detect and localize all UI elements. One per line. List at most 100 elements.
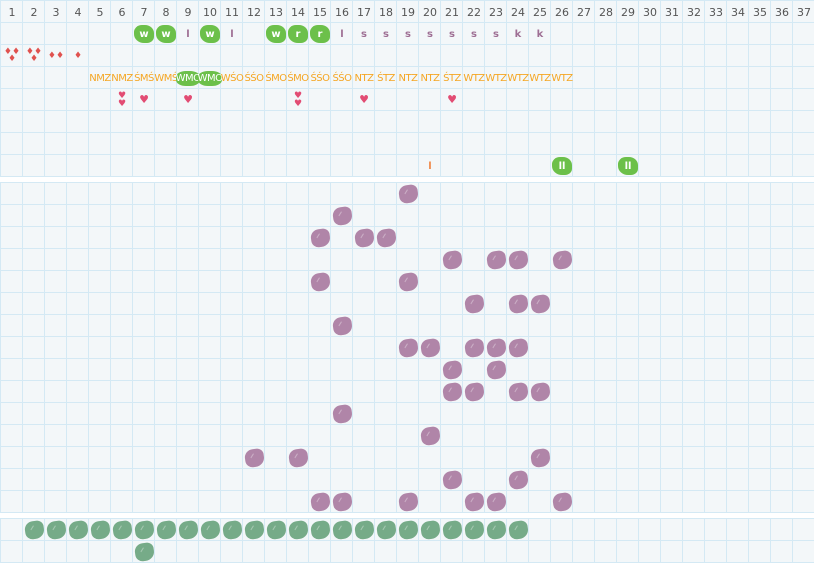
green-blob-cell[interactable] — [133, 541, 155, 563]
purple-blob-cell[interactable] — [441, 359, 463, 381]
purple-blob-cell[interactable] — [331, 205, 353, 227]
purple-blob-cell[interactable] — [331, 491, 353, 513]
column-header[interactable]: 20 — [419, 1, 441, 23]
heart-cell[interactable]: ♥ — [177, 89, 199, 111]
purple-blob-cell[interactable] — [463, 491, 485, 513]
purple-blob-cell[interactable] — [463, 293, 485, 315]
code-cell[interactable]: ŚTZ — [375, 67, 397, 89]
letter-cell[interactable]: s — [419, 23, 441, 45]
drops-cell[interactable]: ♦♦ ♦ — [23, 45, 45, 67]
purple-blob-cell[interactable] — [397, 183, 419, 205]
green-blob-cell[interactable] — [243, 519, 265, 541]
purple-blob-cell[interactable] — [309, 491, 331, 513]
purple-blob-cell[interactable] — [397, 491, 419, 513]
purple-blob-cell[interactable] — [441, 381, 463, 403]
purple-blob-cell[interactable] — [529, 447, 551, 469]
purple-blob-cell[interactable] — [507, 469, 529, 491]
code-cell[interactable]: WTZ — [463, 67, 485, 89]
green-blob-cell[interactable] — [287, 519, 309, 541]
column-header[interactable]: 13 — [265, 1, 287, 23]
letter-cell[interactable]: l — [177, 23, 199, 45]
mark-cell[interactable]: ll — [551, 155, 573, 177]
column-header[interactable]: 27 — [573, 1, 595, 23]
letter-cell[interactable]: w — [265, 23, 287, 45]
letter-cell[interactable]: k — [507, 23, 529, 45]
purple-blob-cell[interactable] — [485, 337, 507, 359]
purple-blob-cell[interactable] — [243, 447, 265, 469]
letter-cell[interactable]: s — [441, 23, 463, 45]
column-header[interactable]: 37 — [793, 1, 814, 23]
purple-blob-cell[interactable] — [507, 381, 529, 403]
code-cell[interactable]: WTZ — [551, 67, 573, 89]
purple-blob-cell[interactable] — [309, 271, 331, 293]
code-cell[interactable]: WŚO — [221, 67, 244, 89]
purple-blob-cell[interactable] — [485, 359, 507, 381]
green-blob-cell[interactable] — [177, 519, 199, 541]
column-header[interactable]: 17 — [353, 1, 375, 23]
column-header[interactable]: 6 — [111, 1, 133, 23]
column-header[interactable]: 28 — [595, 1, 617, 23]
letter-cell[interactable]: r — [287, 23, 309, 45]
purple-blob-cell[interactable] — [419, 337, 441, 359]
column-header[interactable]: 34 — [727, 1, 749, 23]
purple-blob-cell[interactable] — [485, 491, 507, 513]
purple-blob-cell[interactable] — [331, 315, 353, 337]
code-cell[interactable]: NTZ — [397, 67, 419, 89]
code-cell[interactable]: WMŚ — [154, 67, 178, 89]
purple-blob-cell[interactable] — [529, 381, 551, 403]
letter-cell[interactable]: s — [463, 23, 485, 45]
drops-cell[interactable]: ♦♦ — [45, 45, 67, 67]
column-header[interactable]: 31 — [661, 1, 683, 23]
column-header[interactable]: 29 — [617, 1, 639, 23]
mark-cell[interactable]: ll — [617, 155, 639, 177]
column-header[interactable]: 3 — [45, 1, 67, 23]
code-cell[interactable]: WMO — [175, 67, 201, 89]
purple-blob-cell[interactable] — [287, 447, 309, 469]
purple-blob-cell[interactable] — [463, 381, 485, 403]
purple-blob-cell[interactable] — [507, 293, 529, 315]
green-blob-cell[interactable] — [463, 519, 485, 541]
purple-blob-cell[interactable] — [463, 337, 485, 359]
code-cell[interactable]: WMO — [197, 67, 223, 89]
purple-blob-cell[interactable] — [331, 403, 353, 425]
green-blob-cell[interactable] — [353, 519, 375, 541]
green-blob-cell[interactable] — [67, 519, 89, 541]
letter-cell[interactable]: w — [199, 23, 221, 45]
code-cell[interactable]: NMZ — [89, 67, 111, 89]
green-blob-cell[interactable] — [309, 519, 331, 541]
code-cell[interactable]: ŚŚO — [309, 67, 331, 89]
column-header[interactable]: 25 — [529, 1, 551, 23]
column-header[interactable]: 4 — [67, 1, 89, 23]
purple-blob-cell[interactable] — [419, 425, 441, 447]
letter-cell[interactable]: s — [353, 23, 375, 45]
column-header[interactable]: 36 — [771, 1, 793, 23]
letter-cell[interactable]: l — [331, 23, 353, 45]
purple-blob-cell[interactable] — [353, 227, 375, 249]
letter-cell[interactable]: r — [309, 23, 331, 45]
green-blob-cell[interactable] — [507, 519, 529, 541]
column-header[interactable]: 2 — [23, 1, 45, 23]
letter-cell[interactable]: l — [221, 23, 243, 45]
column-header[interactable]: 14 — [287, 1, 309, 23]
green-blob-cell[interactable] — [221, 519, 243, 541]
green-blob-cell[interactable] — [111, 519, 133, 541]
heart-cell[interactable]: ♥ ♥ — [111, 89, 133, 111]
heart-cell[interactable]: ♥ — [133, 89, 155, 111]
letter-cell[interactable]: s — [397, 23, 419, 45]
column-header[interactable]: 26 — [551, 1, 573, 23]
purple-blob-cell[interactable] — [309, 227, 331, 249]
code-cell[interactable]: WTZ — [529, 67, 551, 89]
letter-cell[interactable]: s — [485, 23, 507, 45]
green-blob-cell[interactable] — [331, 519, 353, 541]
drops-cell[interactable]: ♦♦ ♦ — [1, 45, 23, 67]
column-header[interactable]: 23 — [485, 1, 507, 23]
mark-cell[interactable]: l — [419, 155, 441, 177]
green-blob-cell[interactable] — [23, 519, 45, 541]
purple-blob-cell[interactable] — [441, 469, 463, 491]
column-header[interactable]: 15 — [309, 1, 331, 23]
code-cell[interactable]: ŚTZ — [441, 67, 463, 89]
purple-blob-cell[interactable] — [397, 337, 419, 359]
letter-cell[interactable]: w — [133, 23, 155, 45]
code-cell[interactable]: NTZ — [353, 67, 375, 89]
column-header[interactable]: 33 — [705, 1, 727, 23]
